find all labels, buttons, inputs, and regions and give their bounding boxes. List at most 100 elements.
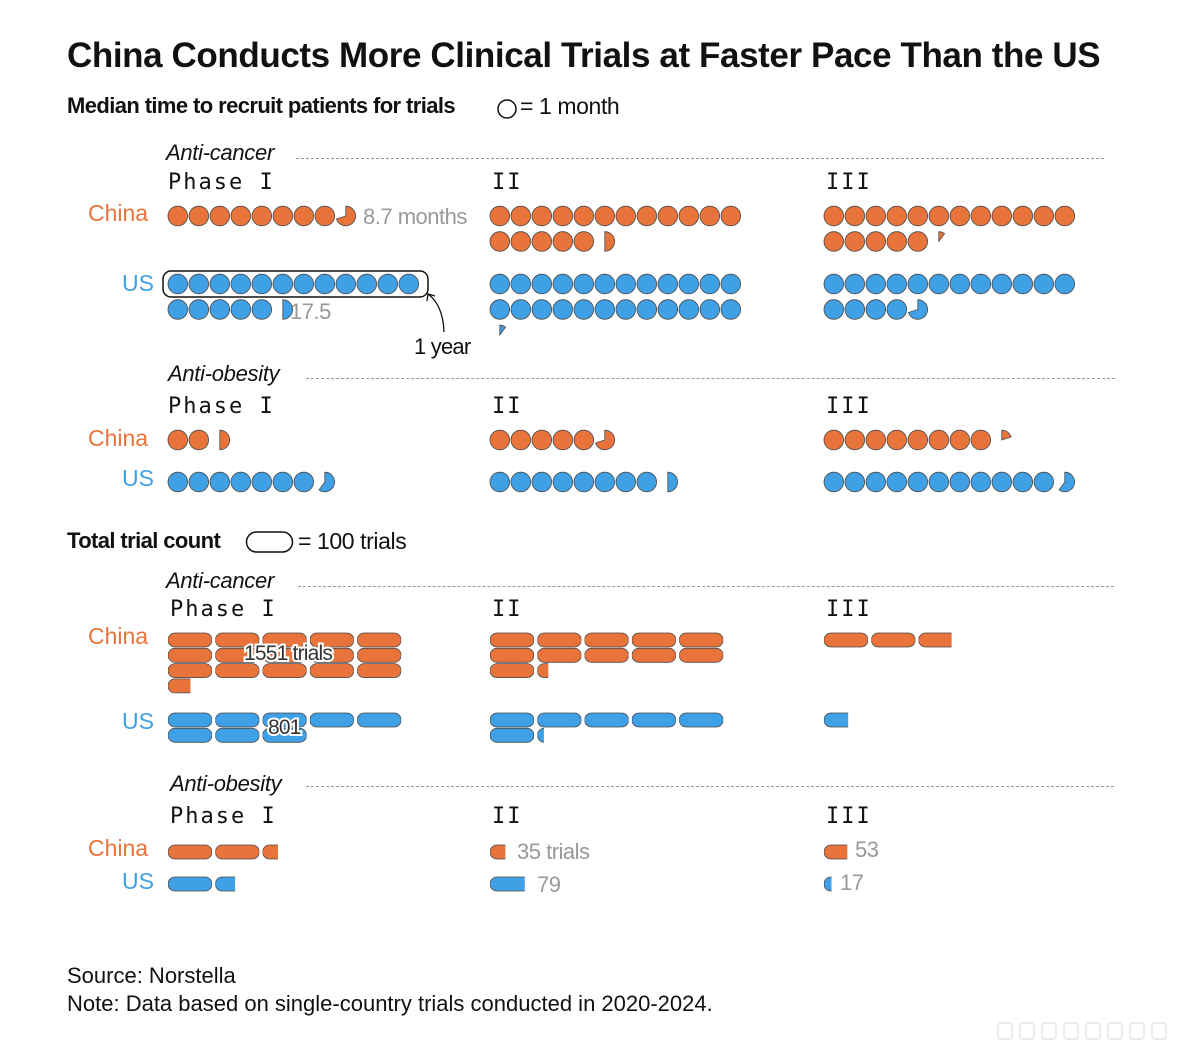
country-label-us: US xyxy=(122,465,154,491)
annotation-us-cancer-phase1-trials: 801 xyxy=(268,716,301,739)
trials-china-pill xyxy=(918,632,952,648)
recruit-china-circle xyxy=(335,205,356,227)
recruit-us-circle xyxy=(209,471,231,493)
recruit-us-circle xyxy=(865,471,887,493)
recruit-us-circle xyxy=(907,299,928,320)
recruit-us-circle xyxy=(272,273,294,295)
recruit-china-circle xyxy=(907,231,929,252)
phase-label-1: Phase I xyxy=(168,394,275,419)
recruit-us-circle xyxy=(636,471,658,493)
trials-china-pill xyxy=(490,647,534,663)
trials-us-pill xyxy=(168,727,212,743)
trials-china-pill xyxy=(537,663,549,678)
phase-label-3: III xyxy=(826,394,872,419)
trials-china-pill xyxy=(215,663,260,678)
trials-china-pill xyxy=(168,844,212,860)
recruit-us-circle xyxy=(251,299,272,320)
recruit-china-circle xyxy=(1054,205,1076,227)
recruit-us-circle xyxy=(188,299,210,320)
recruit-us-circle xyxy=(489,299,511,320)
recruit-us-circle xyxy=(573,273,595,295)
recruit-china-circle xyxy=(907,429,929,451)
recruit-us-circle xyxy=(636,299,658,320)
chart-title: China Conducts More Clinical Trials at F… xyxy=(67,36,1101,75)
annotation-us-obesity-phase2-trials: 79 xyxy=(537,872,561,897)
recruit-us-circle xyxy=(293,273,315,295)
trials-china-pill xyxy=(262,663,307,678)
phase-label-2: II xyxy=(492,804,523,829)
trials-china-pill xyxy=(262,632,307,648)
recruit-us-circle xyxy=(970,273,992,295)
recruit-us-circle xyxy=(230,273,252,295)
recruit-us-circle xyxy=(230,471,252,493)
recruit-china-circle xyxy=(970,205,992,227)
recruit-us-circle xyxy=(636,273,658,295)
annotation-china-cancer-phase1-trials: 1551 trials xyxy=(244,642,332,665)
trials-us-pill xyxy=(215,727,260,743)
trials-us-pill xyxy=(490,727,534,743)
trials-china-pill xyxy=(631,632,676,648)
recruit-us-circle xyxy=(510,471,532,493)
recruit-us-circle xyxy=(499,324,507,337)
recruit-us-circle xyxy=(531,471,553,493)
trials-us-pill xyxy=(537,712,582,728)
phase-label-3: III xyxy=(826,804,872,829)
phase-label-2: II xyxy=(492,394,523,419)
trials-us-pill xyxy=(168,712,212,728)
recruit-china-circle xyxy=(293,205,315,227)
trials-china-pill xyxy=(490,663,534,678)
recruit-china-circle xyxy=(167,429,189,451)
trials-china-pill xyxy=(490,844,506,860)
recruit-china-circle xyxy=(188,429,210,451)
phase-label-2: II xyxy=(492,170,523,195)
recruit-us-circle xyxy=(886,273,908,295)
recruit-china-circle xyxy=(510,429,532,451)
recruit-china-circle xyxy=(949,429,971,451)
country-label-china: China xyxy=(88,425,149,451)
trials-china-pill xyxy=(537,647,582,663)
annotation-china-obesity-phase2-trials: 35 trials xyxy=(517,839,590,864)
recruit-china-circle xyxy=(552,205,574,227)
trials-china-pill xyxy=(168,632,212,648)
trials-china-pill xyxy=(824,632,868,648)
recruit-us-circle xyxy=(991,471,1013,493)
recruit-china-circle xyxy=(188,205,210,227)
phase-label-2: II xyxy=(492,597,523,622)
recruit-us-circle xyxy=(489,471,511,493)
recruit-us-circle xyxy=(970,471,992,493)
recruit-us-circle xyxy=(886,299,908,320)
recruit-china-circle xyxy=(949,205,971,227)
recruit-us-circle xyxy=(552,299,574,320)
phase-label-1: Phase I xyxy=(170,597,277,622)
recruit-us-circle xyxy=(699,299,721,320)
recruit-us-circle xyxy=(928,273,950,295)
recruit-china-circle xyxy=(928,429,950,451)
recruit-us-circle xyxy=(865,273,887,295)
recruit-us-circle xyxy=(823,299,845,320)
recruit-us-circle xyxy=(167,299,189,320)
country-label-us: US xyxy=(122,868,154,894)
trials-china-pill xyxy=(168,647,212,663)
count-legend-label: = 100 trials xyxy=(298,528,407,554)
recruit-us-circle xyxy=(907,471,929,493)
trials-china-pill xyxy=(537,632,582,648)
recruit-us-circle xyxy=(844,299,866,320)
trials-us-pill xyxy=(262,712,307,728)
recruit-china-circle xyxy=(823,205,845,227)
footnote: Note: Data based on single-country trial… xyxy=(67,991,713,1016)
recruit-china-circle xyxy=(928,205,950,227)
recruit-us-circle xyxy=(886,471,908,493)
recruit-china-circle xyxy=(272,205,294,227)
recruit-china-circle xyxy=(636,205,658,227)
recruit-us-circle xyxy=(667,471,678,493)
trials-us-pill xyxy=(537,727,544,743)
country-label-china: China xyxy=(88,623,149,649)
group-label-anti-cancer: Anti-cancer xyxy=(166,568,282,594)
recruit-us-circle xyxy=(657,299,679,320)
recruit-us-circle xyxy=(272,471,294,493)
country-label-us: US xyxy=(122,708,154,734)
recruit-us-circle xyxy=(594,299,616,320)
trials-china-pill xyxy=(871,632,916,648)
recruit-us-circle xyxy=(552,471,574,493)
recruit-china-circle xyxy=(1001,429,1012,441)
